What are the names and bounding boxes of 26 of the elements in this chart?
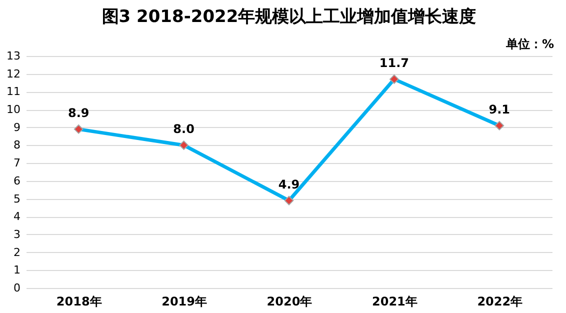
text: 8.0 (173, 122, 194, 136)
x-tick-label: 2019年 (162, 294, 208, 308)
y-tick-label: 1 (14, 264, 20, 277)
y-tick-label: 2 (14, 246, 20, 259)
chart-title: 图3 2018-2022年规模以上工业增加值增长速度 (102, 7, 476, 27)
x-tick-label: 2021年 (372, 294, 418, 308)
y-tick-label: 0 (14, 282, 20, 294)
y-tick-label: 5 (14, 192, 20, 206)
text: 11.7 (379, 56, 410, 70)
y-tick-label: 11 (6, 85, 20, 98)
x-tick-label: 2020年 (266, 294, 312, 308)
y-tick-label: 13 (6, 50, 20, 62)
x-tick-label: 2018年 (56, 294, 102, 308)
text: 8.9 (68, 106, 90, 120)
x-tick-label: 2022年 (477, 294, 523, 308)
y-tick-label: 3 (14, 228, 20, 241)
text: 单位：% (506, 36, 554, 53)
y-tick-label: 10 (6, 103, 20, 116)
y-tick-label: 12 (6, 67, 20, 80)
y-tick-label: 4 (14, 210, 20, 224)
text: 9.1 (488, 102, 510, 117)
y-tick-label: 7 (14, 156, 20, 170)
y-tick-label: 6 (14, 174, 20, 188)
y-tick-label: 8 (14, 138, 20, 152)
y-tick-label: 9 (14, 120, 20, 134)
text: 4.9 (278, 178, 300, 192)
